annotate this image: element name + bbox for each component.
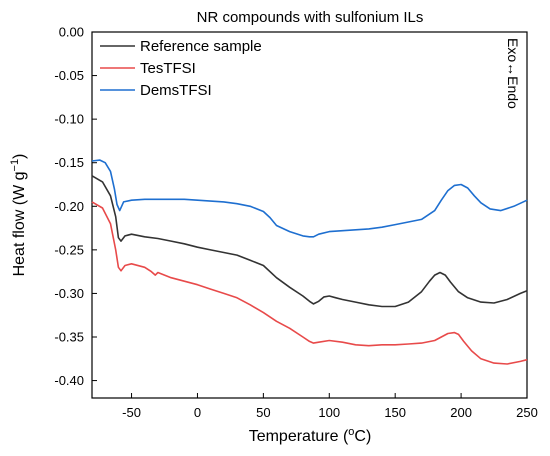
x-tick-label: -50 — [122, 405, 141, 420]
legend: Reference sample TesTFSI DemsTFSI — [100, 38, 262, 99]
tick-layer: -50 0 50 100 150 200 250 0.00 -0.05 -0.10 -0.15 -0.… — [54, 25, 537, 421]
y-axis-title: Heat flow (W g−1) — [9, 154, 28, 277]
legend-label-demstfsi: DemsTFSI — [140, 82, 212, 99]
y-tick-label: -0.15 — [54, 155, 84, 170]
legend-label-reference-sample: Reference sample — [140, 38, 262, 55]
y-tick-label: -0.05 — [54, 68, 84, 83]
x-tick-label: 100 — [318, 405, 340, 420]
y-tick-label: -0.10 — [54, 112, 84, 127]
exo-endo-annotation: Exo↔Endo — [505, 38, 521, 109]
series-layer — [91, 159, 528, 365]
y-tick-label: -0.20 — [54, 199, 84, 214]
x-tick-label: 50 — [256, 405, 270, 420]
legend-label-testfsi: TesTFSI — [140, 60, 196, 77]
y-tick-label: -0.40 — [54, 373, 84, 388]
x-axis-title: Temperature (oC) — [249, 426, 372, 445]
x-tick-label: 150 — [384, 405, 406, 420]
series-line-reference-sample — [91, 175, 528, 308]
y-tick-label: 0.00 — [59, 25, 84, 40]
series-line-demstfsi — [91, 159, 528, 238]
y-tick-label: -0.30 — [54, 286, 84, 301]
x-tick-label: 0 — [194, 405, 201, 420]
x-tick-label: 200 — [450, 405, 472, 420]
y-tick-label: -0.25 — [54, 242, 84, 257]
series-line-testfsi — [91, 201, 528, 365]
chart-title: NR compounds with sulfonium ILs — [197, 9, 424, 26]
x-tick-label: 250 — [516, 405, 538, 420]
plot-frame — [91, 31, 528, 399]
y-tick-label: -0.35 — [54, 330, 84, 345]
